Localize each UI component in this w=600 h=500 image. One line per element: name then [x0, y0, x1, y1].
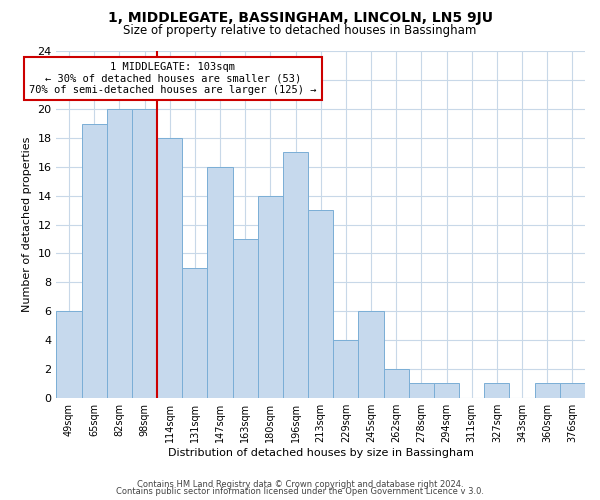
Bar [560, 384, 585, 398]
Bar [233, 239, 258, 398]
Text: Contains HM Land Registry data © Crown copyright and database right 2024.: Contains HM Land Registry data © Crown c… [137, 480, 463, 489]
Text: 1, MIDDLEGATE, BASSINGHAM, LINCOLN, LN5 9JU: 1, MIDDLEGATE, BASSINGHAM, LINCOLN, LN5 … [107, 11, 493, 25]
Bar [283, 152, 308, 398]
Bar [308, 210, 334, 398]
Bar [107, 109, 132, 398]
Bar [182, 268, 208, 398]
Bar [157, 138, 182, 398]
Bar [208, 167, 233, 398]
Bar [56, 311, 82, 398]
Bar [358, 311, 383, 398]
Bar [383, 369, 409, 398]
Text: Contains public sector information licensed under the Open Government Licence v : Contains public sector information licen… [116, 487, 484, 496]
X-axis label: Distribution of detached houses by size in Bassingham: Distribution of detached houses by size … [168, 448, 473, 458]
Bar [334, 340, 358, 398]
Bar [409, 384, 434, 398]
Bar [132, 109, 157, 398]
Text: Size of property relative to detached houses in Bassingham: Size of property relative to detached ho… [124, 24, 476, 37]
Bar [535, 384, 560, 398]
Bar [484, 384, 509, 398]
Bar [434, 384, 459, 398]
Y-axis label: Number of detached properties: Number of detached properties [22, 137, 32, 312]
Text: 1 MIDDLEGATE: 103sqm
← 30% of detached houses are smaller (53)
70% of semi-detac: 1 MIDDLEGATE: 103sqm ← 30% of detached h… [29, 62, 316, 95]
Bar [82, 124, 107, 398]
Bar [258, 196, 283, 398]
